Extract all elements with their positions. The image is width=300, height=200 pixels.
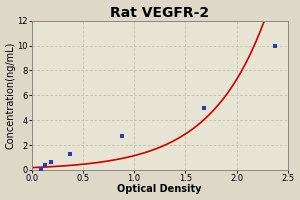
Point: [43, 163, 47, 167]
X-axis label: Optical Density: Optical Density: [118, 184, 202, 194]
Title: Rat VEGFR-2: Rat VEGFR-2: [110, 6, 209, 20]
Point: [119, 135, 124, 138]
Point: [67, 153, 72, 156]
Point: [272, 44, 277, 47]
Y-axis label: Concentration(ng/mL): Concentration(ng/mL): [6, 42, 16, 149]
Point: [38, 167, 43, 170]
Point: [201, 106, 206, 109]
Point: [49, 160, 53, 163]
